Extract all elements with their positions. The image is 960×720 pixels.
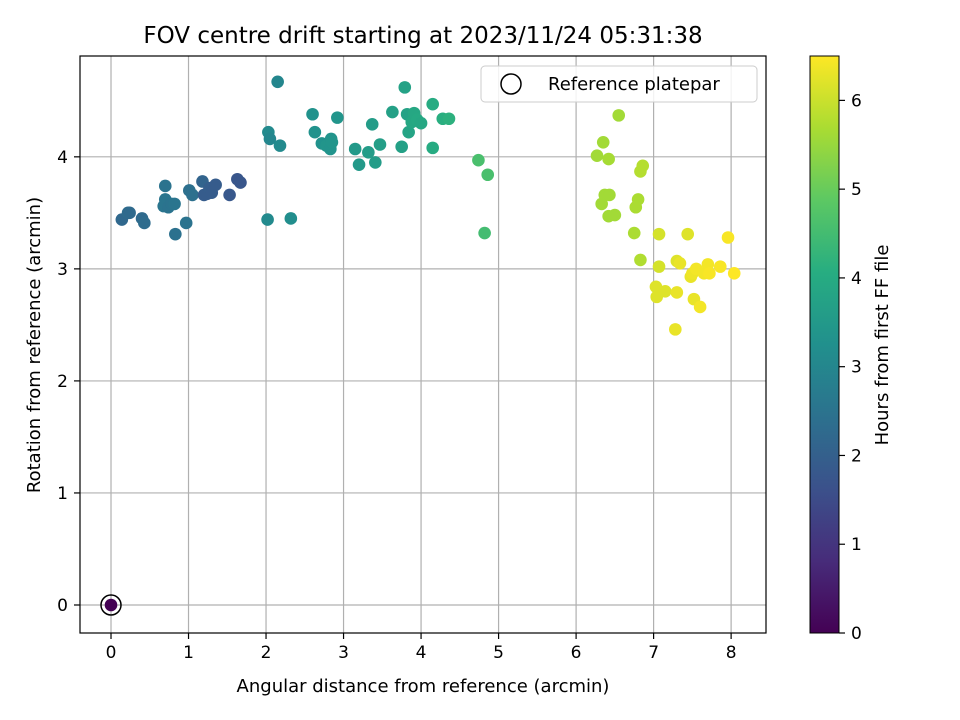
data-point — [652, 260, 666, 273]
data-point — [590, 149, 604, 163]
colorbar-tick-label: 4 — [851, 269, 862, 289]
data-point — [612, 109, 626, 122]
data-point — [658, 284, 672, 298]
data-point — [158, 179, 172, 193]
data-point — [636, 159, 650, 173]
colorbar-tick-label: 0 — [851, 624, 862, 644]
y-tick-label: 0 — [57, 596, 68, 616]
data-point — [721, 231, 735, 244]
y-tick-label: 1 — [57, 484, 68, 504]
y-axis-label: Rotation from reference (arcmin) — [24, 197, 45, 493]
data-point — [168, 197, 181, 211]
data-point — [442, 112, 456, 126]
data-point — [306, 107, 319, 121]
data-point — [386, 105, 399, 119]
data-point — [234, 176, 247, 189]
data-point — [369, 156, 382, 169]
y-axis-ticks: 0 1 2 3 4 — [57, 148, 80, 616]
colorbar-tick-label: 6 — [851, 91, 862, 111]
reference-point — [104, 598, 118, 612]
x-tick-label: 6 — [571, 643, 582, 663]
data-point — [365, 118, 379, 131]
data-point — [727, 267, 741, 280]
x-tick-label: 1 — [183, 643, 194, 663]
colorbar-label: Hours from first FF file — [872, 245, 893, 446]
reference-marker — [100, 594, 122, 616]
data-point — [681, 227, 695, 241]
data-point — [325, 135, 339, 149]
data-point — [179, 216, 193, 230]
data-point — [426, 97, 439, 111]
data-point — [703, 267, 716, 280]
data-points — [115, 75, 741, 336]
data-point — [223, 188, 236, 202]
data-point — [271, 75, 284, 89]
data-point — [169, 227, 182, 241]
data-point — [414, 116, 428, 130]
colorbar-tick-label: 1 — [851, 535, 862, 555]
data-point — [352, 158, 366, 171]
data-point — [373, 138, 387, 151]
colorbar-ticks: 0 1 2 3 4 5 6 — [839, 91, 862, 644]
data-point — [603, 188, 616, 202]
data-point — [693, 300, 707, 314]
data-point — [472, 153, 485, 167]
colorbar-tick-label: 2 — [851, 446, 862, 466]
data-point — [631, 193, 645, 206]
data-point — [478, 226, 491, 240]
chart-title: FOV centre drift starting at 2023/11/24 … — [143, 23, 702, 49]
data-point — [261, 213, 274, 226]
data-point — [634, 253, 647, 267]
data-point — [669, 323, 682, 336]
reference-marker-group — [100, 594, 122, 616]
data-point — [123, 206, 136, 220]
data-point — [426, 141, 439, 155]
legend-reference-marker — [500, 73, 522, 95]
x-axis-ticks: 0 1 2 3 4 5 6 7 8 — [106, 633, 737, 663]
colorbar-tick-label: 3 — [851, 358, 862, 378]
data-point — [627, 226, 641, 240]
data-point — [481, 168, 495, 182]
data-point — [395, 140, 408, 154]
data-point — [273, 139, 287, 152]
data-point — [209, 178, 222, 192]
data-point — [308, 125, 322, 139]
data-point — [713, 260, 727, 273]
legend-reference-label: Reference platepar — [548, 74, 720, 95]
y-tick-label: 4 — [57, 148, 68, 168]
data-point — [362, 146, 375, 159]
x-axis-label: Angular distance from reference (arcmin) — [237, 676, 610, 697]
x-tick-label: 8 — [726, 643, 737, 663]
y-tick-label: 3 — [57, 260, 68, 280]
data-point — [670, 286, 684, 299]
data-point — [284, 212, 298, 225]
data-point — [186, 188, 199, 202]
data-point — [608, 208, 622, 222]
legend-box — [480, 65, 758, 103]
x-tick-label: 5 — [493, 643, 504, 663]
data-point — [331, 111, 344, 124]
legend: Reference platepar — [480, 65, 758, 103]
x-tick-label: 7 — [648, 643, 659, 663]
colorbar: 0 1 2 3 4 5 6 Hours from first FF file — [809, 55, 893, 644]
grid-lines — [80, 56, 766, 633]
data-point — [596, 135, 610, 149]
plot-frame — [79, 55, 767, 634]
y-tick-label: 2 — [57, 372, 68, 392]
x-tick-label: 3 — [338, 643, 349, 663]
data-point — [602, 152, 615, 166]
data-point — [673, 256, 687, 270]
colorbar-tick-label: 5 — [851, 180, 862, 200]
data-point — [138, 216, 151, 230]
colorbar-gradient — [809, 55, 840, 634]
x-tick-label: 2 — [261, 643, 272, 663]
data-point — [398, 81, 412, 94]
data-point — [348, 142, 362, 156]
data-point — [402, 125, 415, 139]
x-tick-label: 0 — [106, 643, 117, 663]
x-tick-label: 4 — [416, 643, 427, 663]
data-point — [263, 132, 277, 146]
data-point — [652, 227, 666, 241]
